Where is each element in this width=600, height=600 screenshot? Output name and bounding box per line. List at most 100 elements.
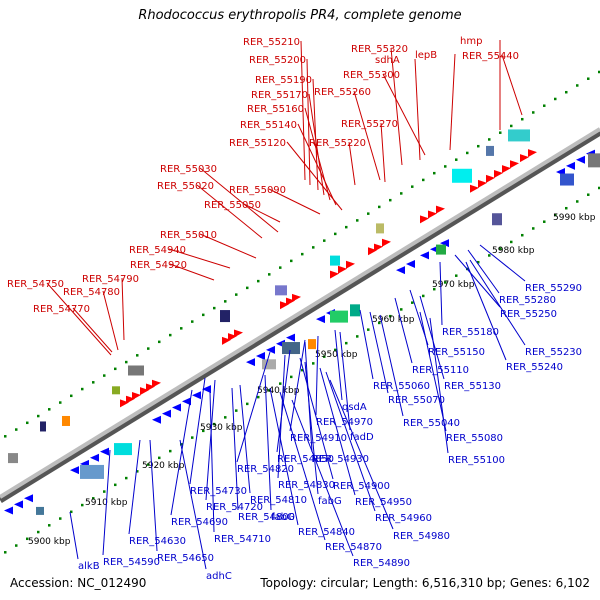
reverse-leader-line	[277, 354, 286, 479]
reverse-gene-arrow	[256, 351, 265, 360]
forward-gene-arrow	[494, 170, 503, 179]
tick-dot	[499, 131, 502, 134]
tick-dot	[268, 273, 271, 276]
tick-dot	[367, 212, 370, 215]
forward-gene-label: RER_55010	[160, 230, 217, 241]
reverse-leader-line	[315, 335, 319, 416]
tick-dot	[147, 463, 150, 466]
tick-dot	[422, 294, 425, 298]
forward-gene-label: RER_55320	[351, 44, 408, 55]
gene-block	[40, 421, 46, 432]
forward-gene-arrow	[120, 399, 129, 408]
forward-gene-label: RER_54790	[82, 274, 139, 285]
forward-leader-line	[199, 233, 257, 259]
tick-dot	[70, 510, 73, 514]
forward-gene-label: RER_55210	[243, 37, 300, 48]
tick-dot	[235, 409, 238, 412]
tick-dot	[433, 171, 436, 175]
forward-gene-arrow	[470, 184, 479, 193]
forward-gene-arrow	[280, 301, 289, 310]
kbp-tick-label: 5980 kbp	[492, 246, 535, 256]
tick-dot	[598, 70, 600, 74]
gene-block	[62, 415, 70, 426]
reverse-leader-line	[269, 387, 299, 526]
gene-block	[492, 213, 502, 226]
reverse-gene-arrow	[406, 259, 415, 268]
tick-dot	[488, 254, 491, 257]
tick-dot	[345, 341, 348, 345]
tick-dot	[191, 320, 194, 323]
tick-dot	[301, 252, 304, 256]
forward-gene-arrow	[330, 270, 339, 279]
gene-block	[376, 223, 384, 234]
tick-dot	[565, 206, 568, 210]
reverse-gene-label: RER_55150	[428, 347, 485, 358]
reverse-leader-line	[439, 261, 443, 326]
forward-gene-arrow	[140, 387, 149, 396]
forward-gene-arrow	[368, 247, 377, 256]
reverse-gene-label: RER_55070	[388, 395, 445, 406]
tick-dot	[367, 328, 370, 331]
tick-dot	[81, 503, 84, 507]
reverse-leader-line	[319, 367, 356, 496]
forward-gene-label: RER_55300	[343, 70, 400, 81]
forward-gene-arrow	[510, 160, 519, 169]
forward-leader-line	[501, 54, 523, 116]
reverse-leader-line	[479, 244, 526, 282]
reverse-gene-arrow	[440, 239, 449, 248]
kbp-tick-label: 5960 kbp	[372, 315, 415, 325]
reverse-gene-arrow	[316, 315, 325, 324]
kbp-tick-label: 5920 kbp	[142, 461, 185, 471]
forward-leader-line	[353, 90, 381, 181]
reverse-gene-label: RER_55230	[525, 347, 582, 358]
forward-gene-label: RER_55170	[251, 90, 308, 101]
reverse-leader-line	[128, 439, 141, 535]
forward-gene-label: RER_55120	[229, 138, 286, 149]
tick-dot	[246, 402, 249, 406]
tick-dot	[554, 97, 557, 101]
tick-dot	[169, 333, 172, 337]
forward-gene-label: RER_54920	[130, 260, 187, 271]
forward-leader-line	[268, 188, 321, 215]
gene-block	[436, 244, 446, 255]
forward-gene-arrow	[292, 293, 301, 302]
reverse-gene-label: RER_54810	[250, 495, 307, 506]
reverse-gene-label: RER_54870	[325, 542, 382, 553]
tick-dot	[510, 240, 513, 244]
reverse-gene-label: RER_55130	[444, 381, 501, 392]
reverse-leader-line	[69, 511, 79, 560]
forward-gene-arrow	[146, 383, 155, 392]
forward-leader-line	[390, 47, 403, 166]
tick-dot	[180, 327, 183, 330]
reverse-gene-label: RER_54890	[353, 558, 410, 569]
reverse-gene-arrow	[192, 391, 201, 400]
forward-leader-line	[46, 282, 112, 356]
reverse-gene-label: RER_54730	[190, 486, 247, 497]
reverse-gene-label: RER_55110	[412, 365, 469, 376]
tick-dot	[532, 227, 535, 230]
reverse-gene-label: RER_55060	[373, 381, 430, 392]
forward-gene-label: RER_54750	[7, 279, 64, 290]
forward-gene-arrow	[222, 336, 231, 345]
tick-dot	[81, 387, 84, 391]
forward-gene-label: RER_55020	[157, 181, 214, 192]
genome-backbone-shadow	[0, 129, 600, 503]
gene-block	[112, 386, 120, 395]
tick-dot	[290, 259, 293, 263]
tick-dot	[499, 247, 502, 250]
reverse-gene-label: RER_54960	[375, 513, 432, 524]
tick-dot	[136, 354, 139, 357]
reverse-gene-label: fabG	[318, 496, 342, 507]
forward-gene-label: RER_55140	[240, 120, 297, 131]
tick-dot	[125, 360, 128, 364]
reverse-gene-label: RER_54850	[277, 454, 334, 465]
tick-dot	[301, 368, 304, 372]
forward-gene-arrow	[286, 297, 295, 306]
feature-layer	[4, 129, 600, 515]
forward-gene-label: hmp	[460, 36, 482, 47]
gene-block	[330, 255, 340, 266]
tick-dot	[15, 428, 18, 431]
reverse-gene-label: RER_55040	[403, 418, 460, 429]
forward-leader-line	[72, 307, 113, 353]
